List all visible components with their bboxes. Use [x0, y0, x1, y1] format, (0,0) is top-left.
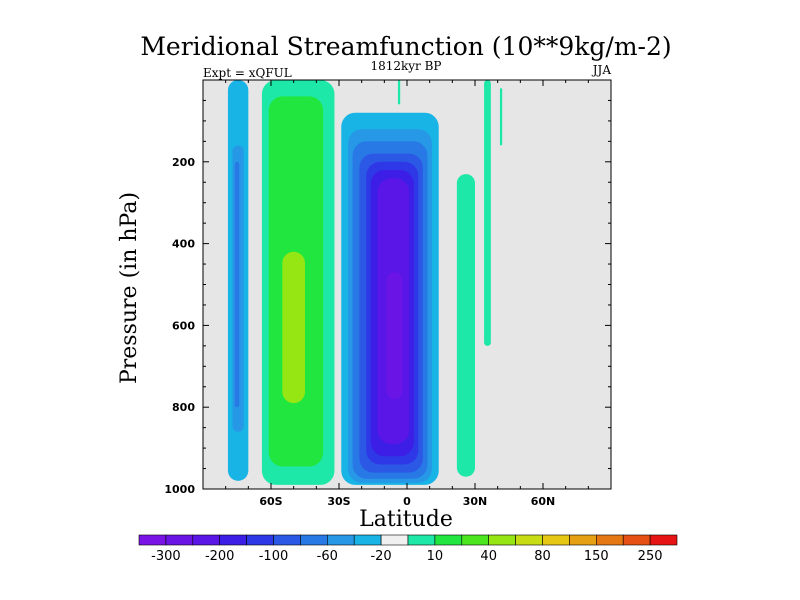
x-tick-label: 30S [327, 495, 350, 508]
chart-title: Meridional Streamfunction (10**9kg/m-2) [140, 32, 671, 61]
colorbar-label: 80 [534, 549, 551, 564]
nh-tropical-cell [456, 174, 475, 477]
colorbar-swatch [300, 534, 328, 546]
colorbar-label: 250 [638, 549, 663, 564]
colorbar-swatch [246, 534, 274, 546]
x-tick-label: 0 [403, 495, 411, 508]
season-label: JJA [591, 63, 612, 77]
colorbar-swatch [273, 534, 301, 546]
nh-small-cell [499, 88, 503, 146]
y-axis-label: Pressure (in hPa) [117, 192, 142, 384]
colorbar-label: -200 [205, 549, 235, 564]
y-tick-label: 200 [172, 156, 195, 169]
equator-small-cell [397, 80, 401, 105]
colorbar-swatch [649, 534, 678, 546]
y-tick-label: 600 [172, 319, 195, 332]
colorbar-label: 150 [584, 549, 609, 564]
colorbar-swatch [569, 534, 597, 546]
colorbar-swatch [515, 534, 543, 546]
colorbar-swatch [407, 534, 436, 546]
colorbar-swatch [622, 534, 651, 546]
colorbar-label: -20 [370, 549, 391, 564]
colorbar-swatch [542, 534, 570, 546]
colorbar-swatch [353, 534, 382, 546]
colorbar-label: 10 [427, 549, 444, 564]
colorbar-label: -100 [259, 549, 289, 564]
y-tick-label: 400 [172, 238, 195, 251]
colorbar-swatch [165, 534, 194, 546]
y-tick-label: 800 [172, 401, 195, 414]
sh-polar-cell-core [234, 161, 240, 408]
plot-area [202, 79, 612, 490]
x-tick-label: 60N [531, 495, 556, 508]
x-tick-label: 30N [463, 495, 488, 508]
time-label: 1812kyr BP [370, 59, 441, 73]
x-axis: 60S 30S 0 30N 60N [202, 80, 612, 508]
nh-thin-cell [484, 80, 491, 346]
colorbar-swatch [595, 534, 624, 546]
colorbar-swatch [461, 534, 489, 546]
colorbar-swatch [488, 534, 516, 546]
x-tick-label: 60S [259, 495, 282, 508]
colorbar: -300 -200 -100 -60 -20 10 40 80 150 250 [138, 534, 678, 564]
colorbar-swatch [380, 534, 409, 546]
y-axis: 200 400 600 800 1000 [164, 99, 611, 496]
colorbar-swatch [326, 534, 355, 546]
colorbar-swatch [138, 534, 167, 546]
sh-ferrel-cell-core [282, 251, 305, 404]
colorbar-swatch [434, 534, 463, 546]
colorbar-label: -60 [317, 549, 338, 564]
colorbar-swatch [192, 534, 221, 546]
colorbar-label: 40 [480, 549, 497, 564]
hadley-cell-core [386, 272, 403, 400]
x-axis-label: Latitude [359, 507, 453, 532]
colorbar-label: -300 [151, 549, 181, 564]
colorbar-swatch [219, 534, 247, 546]
y-tick-label: 1000 [164, 483, 195, 496]
experiment-label: Expt = xQFUL [203, 66, 292, 80]
